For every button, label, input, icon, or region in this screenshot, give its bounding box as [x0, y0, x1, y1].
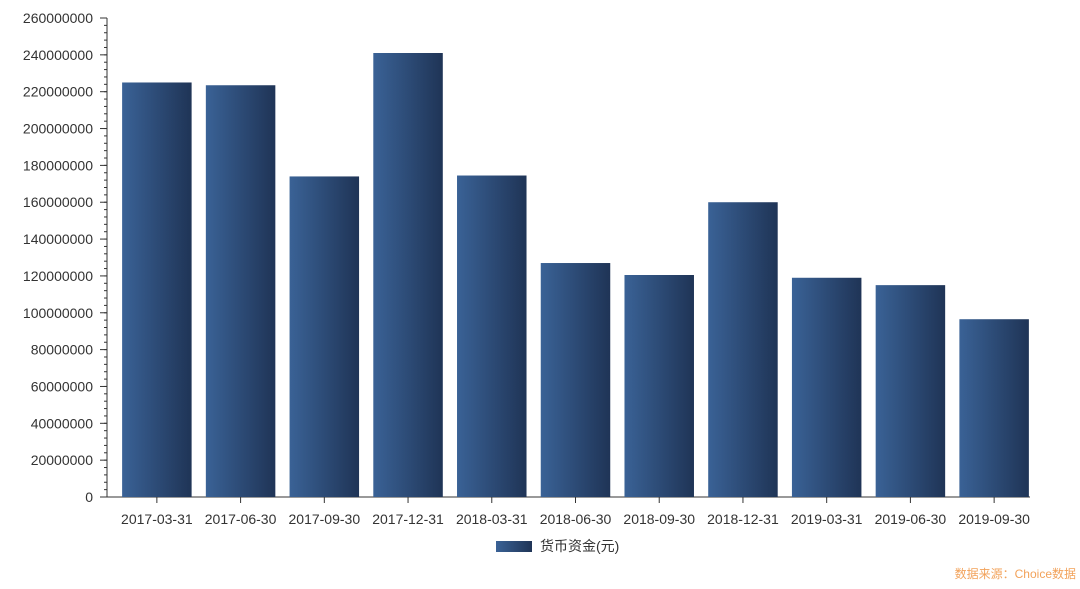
- y-tick-label: 40000000: [31, 415, 94, 431]
- y-tick-label: 120000000: [23, 268, 93, 284]
- x-tick-label: 2017-06-30: [205, 511, 277, 527]
- x-tick-label: 2019-03-31: [791, 511, 863, 527]
- y-tick-label: 20000000: [31, 452, 94, 468]
- bar[interactable]: [457, 175, 527, 497]
- bar[interactable]: [875, 285, 946, 497]
- bar[interactable]: [540, 263, 611, 497]
- bar[interactable]: [289, 176, 360, 497]
- bar[interactable]: [373, 53, 443, 497]
- legend-label: 货币资金(元): [540, 538, 619, 554]
- data-source-note: 数据来源：Choice数据: [954, 567, 1076, 581]
- bar[interactable]: [205, 85, 276, 497]
- y-tick-label: 260000000: [23, 10, 93, 26]
- y-tick-label: 160000000: [23, 194, 93, 210]
- y-tick-label: 220000000: [23, 84, 93, 100]
- x-tick-label: 2018-12-31: [707, 511, 779, 527]
- bar-series: [122, 53, 1029, 497]
- legend-swatch: [496, 541, 532, 552]
- x-tick-label: 2018-06-30: [540, 511, 612, 527]
- y-axis: 0 20000000 40000000 60000000 80000000 1000000…: [23, 10, 108, 505]
- bar[interactable]: [122, 82, 192, 497]
- y-tick-label: 180000000: [23, 157, 93, 173]
- x-tick-label: 2019-09-30: [958, 511, 1030, 527]
- x-tick-label: 2018-03-31: [456, 511, 528, 527]
- x-tick-label: 2019-06-30: [875, 511, 947, 527]
- y-tick-label: 140000000: [23, 231, 93, 247]
- y-tick-label: 60000000: [31, 378, 94, 394]
- x-tick-label: 2017-03-31: [121, 511, 193, 527]
- bar[interactable]: [959, 319, 1029, 497]
- bar[interactable]: [791, 277, 862, 497]
- x-tick-label: 2018-09-30: [623, 511, 695, 527]
- x-axis: 2017-03-31 2017-06-30 2017-09-30 2017-12-31…: [107, 496, 1030, 527]
- bar[interactable]: [624, 275, 694, 497]
- y-tick-label: 240000000: [23, 47, 93, 63]
- y-tick-label: 80000000: [31, 342, 94, 358]
- x-tick-label: 2017-12-31: [372, 511, 444, 527]
- bar[interactable]: [708, 202, 778, 497]
- y-tick-label: 200000000: [23, 121, 93, 137]
- legend[interactable]: 货币资金(元): [496, 538, 619, 554]
- y-tick-label: 100000000: [23, 305, 93, 321]
- x-tick-label: 2017-09-30: [289, 511, 361, 527]
- y-tick-label: 0: [85, 489, 93, 505]
